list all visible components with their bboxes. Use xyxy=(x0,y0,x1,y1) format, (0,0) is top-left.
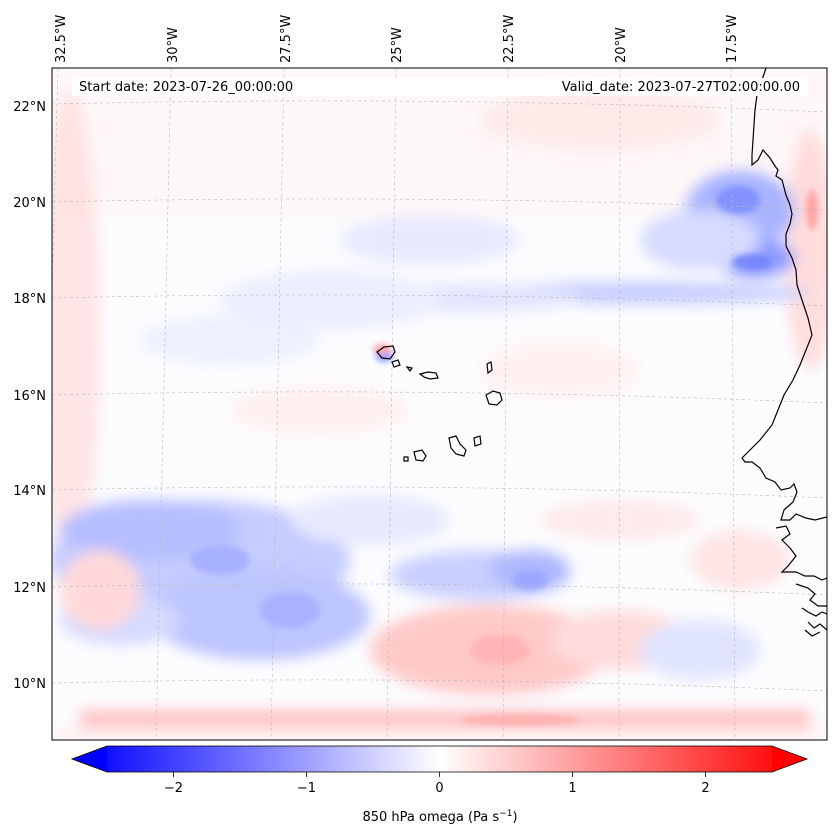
parallel-16N xyxy=(52,391,827,404)
cape-verde-sal xyxy=(486,361,493,375)
colorbar-tick-label: −2 xyxy=(164,781,183,796)
parallel-14N xyxy=(52,486,827,499)
cape-verde-sao-nicolau xyxy=(418,371,439,380)
cape-verde-santiago xyxy=(448,435,467,457)
colorbar-label-end: ) xyxy=(512,810,517,825)
colorbar-tick-label: 1 xyxy=(568,781,576,796)
cape-verde-brava xyxy=(403,456,409,462)
guinea-coast xyxy=(804,621,827,637)
lon-label-30W: 30°W xyxy=(166,27,181,63)
map-frame xyxy=(51,67,828,741)
colorbar: −2 −1 0 1 2 850 hPa omega (Pa s−1) xyxy=(70,745,809,825)
colorbar-gradient xyxy=(107,746,772,772)
gambia-coast xyxy=(775,525,827,581)
colorbar-extend-high xyxy=(772,746,807,772)
cape-verde-fogo xyxy=(413,449,427,462)
meridian-17.5W xyxy=(730,68,736,740)
lon-label-17.5W: 17.5°W xyxy=(725,15,740,63)
colorbar-label: 850 hPa omega (Pa s−1) xyxy=(362,809,517,825)
lon-label-27.5W: 27.5°W xyxy=(279,15,294,63)
lat-label-12N: 12°N xyxy=(13,581,46,596)
colorbar-ticks: −2 −1 0 1 2 xyxy=(164,772,710,796)
colorbar-tick-label: −1 xyxy=(297,781,316,796)
colorbar-label-main: 850 hPa omega (Pa s xyxy=(362,810,499,825)
lat-label-18N: 18°N xyxy=(13,292,46,307)
map-panel: Start date: 2023-07-26_00:00:00 Valid_da… xyxy=(51,67,828,741)
meridian-30W xyxy=(155,68,172,740)
latitude-labels: 22°N 20°N 18°N 16°N 14°N 12°N 10°N xyxy=(13,100,46,692)
meridian-25W xyxy=(386,68,397,740)
cape-verde-maio xyxy=(473,435,482,447)
lat-label-16N: 16°N xyxy=(13,389,46,404)
colorbar-tick-label: 0 xyxy=(435,781,443,796)
parallel-12N xyxy=(52,583,827,596)
gridlines xyxy=(52,68,827,740)
africa-coastline xyxy=(741,68,827,521)
parallel-18N xyxy=(52,294,827,307)
colorbar-outline xyxy=(70,745,809,773)
parallel-10N xyxy=(52,679,827,692)
lon-label-22.5W: 22.5°W xyxy=(502,15,517,63)
start-date-label: Start date: 2023-07-26_00:00:00 xyxy=(79,80,293,95)
lon-label-32.5W: 32.5°W xyxy=(54,15,69,63)
colorbar-tick-label: 2 xyxy=(701,781,709,796)
header-box xyxy=(72,78,808,96)
cape-verde-sao-vicente xyxy=(391,359,401,368)
lat-label-20N: 20°N xyxy=(13,196,46,211)
lon-label-25W: 25°W xyxy=(390,27,405,63)
valid-date-label: Valid_date: 2023-07-27T02:00:00.00 xyxy=(562,80,800,95)
lat-label-22N: 22°N xyxy=(13,100,46,115)
cape-verde-santa-luzia xyxy=(405,366,413,373)
cape-verde-boa-vista xyxy=(485,390,503,406)
parallel-22N xyxy=(52,100,827,113)
colorbar-extend-low xyxy=(72,746,107,772)
lat-label-10N: 10°N xyxy=(13,677,46,692)
coastlines xyxy=(376,68,827,637)
meridian-22.5W xyxy=(502,68,509,740)
cape-verde-santo-antao xyxy=(376,345,396,360)
colorbar-label-sup: −1 xyxy=(499,809,512,819)
meridian-20W xyxy=(618,68,621,740)
guinea-bissau-coast xyxy=(795,583,827,617)
lon-label-20W: 20°W xyxy=(614,27,629,63)
lat-label-14N: 14°N xyxy=(13,484,46,499)
meridian-27.5W xyxy=(270,68,285,740)
parallel-20N xyxy=(52,198,827,211)
longitude-labels: 32.5°W 30°W 27.5°W 25°W 22.5°W 20°W 17.5… xyxy=(54,15,740,63)
